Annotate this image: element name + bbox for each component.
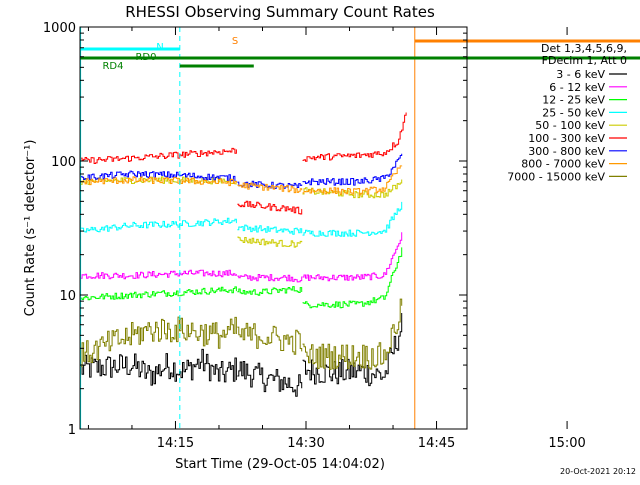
flag-label: S: [232, 36, 238, 47]
legend-header: FDecim 1, Att 0: [542, 54, 627, 67]
series-6-12-kev: [80, 232, 403, 283]
legend-entry-label: 7000 - 15000 keV: [507, 170, 605, 183]
x-tick-label: 15:00: [548, 436, 585, 451]
series-line: [302, 313, 403, 387]
chart-title: RHESSI Observing Summary Count Rates: [125, 3, 435, 21]
series-line: [80, 348, 237, 386]
series-line: [80, 316, 237, 368]
series-line: [302, 112, 407, 162]
x-tick-label: 14:30: [287, 436, 324, 451]
plot-frame: [79, 26, 468, 430]
series-line: [302, 165, 403, 196]
series-line: [80, 217, 237, 233]
series-line: [237, 274, 303, 283]
legend-entry-label: 25 - 50 keV: [542, 106, 605, 119]
flag-label: RD0: [135, 52, 156, 63]
series-800-7000-kev: [80, 165, 403, 196]
y-tick-label: 10: [59, 289, 76, 304]
legend-entry-label: 300 - 800 keV: [528, 145, 605, 158]
series-line: [237, 322, 303, 355]
y-tick-label: 1000: [43, 21, 76, 36]
x-axis-label: Start Time (29-Oct-05 14:04:02): [175, 457, 385, 472]
series-line: [80, 147, 237, 164]
legend-entry-label: 50 - 100 keV: [535, 119, 605, 132]
series-line: [302, 232, 403, 282]
series-25-50-kev: [80, 201, 403, 237]
series-line: [302, 247, 403, 309]
legend-entry-label: 6 - 12 keV: [549, 81, 605, 94]
legend-entry-label: 3 - 6 keV: [556, 68, 605, 81]
y-tick-label: 100: [51, 155, 76, 170]
legend-entry-label: 100 - 300 keV: [528, 132, 605, 145]
series-line: [80, 170, 237, 182]
series-line: [80, 176, 237, 187]
y-axis-label: Count Rate (s⁻¹ detector⁻¹): [23, 140, 38, 317]
legend-entry-label: 12 - 25 keV: [542, 94, 605, 107]
series-line: [80, 176, 237, 185]
series-7000-15000-kev: [80, 298, 403, 370]
series-line: [80, 286, 237, 301]
plot-area: NRD0RD4S14:1514:3014:4515:0015:1515:3011…: [43, 21, 640, 451]
x-tick-label: 14:45: [418, 436, 455, 451]
series-line: [237, 182, 303, 194]
footer-timestamp: 20-Oct-2021 20:12: [560, 467, 636, 476]
legend: Det 1,3,4,5,6,9,FDecim 1, Att 03 - 6 keV…: [507, 42, 627, 183]
series-line: [302, 153, 403, 186]
series-line: [237, 200, 303, 215]
legend-header: Det 1,3,4,5,6,9,: [541, 42, 627, 55]
flag-label: RD4: [102, 61, 123, 72]
y-tick-label: 1: [68, 423, 76, 438]
series-12-25-kev: [80, 247, 403, 309]
series-line: [237, 286, 303, 296]
legend-entry-label: 800 - 7000 keV: [521, 158, 605, 171]
series-100-300-kev: [80, 112, 407, 215]
series-line: [302, 298, 403, 370]
series-3-6-kev: [80, 313, 403, 397]
series-line: [80, 269, 237, 280]
series-line: [237, 224, 303, 235]
series-line: [302, 201, 403, 237]
series-line: [237, 236, 303, 248]
series-line: [237, 361, 303, 397]
x-tick-label: 14:15: [157, 436, 194, 451]
flag-label: N: [156, 42, 163, 53]
